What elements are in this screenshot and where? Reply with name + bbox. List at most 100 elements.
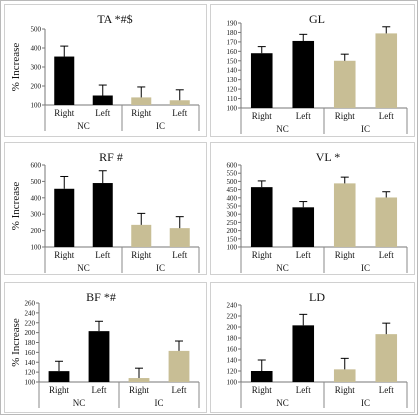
y-tick-label: 300 [31, 64, 42, 72]
x-category-label: Right [49, 385, 70, 395]
y-tick-label: 120 [25, 369, 36, 377]
bar [292, 207, 315, 247]
y-tick-label: 180 [227, 29, 238, 37]
group-label: IC [156, 263, 165, 273]
y-tick-label: 140 [25, 359, 36, 367]
x-category-label: Left [95, 250, 110, 260]
chart-rf: RF # % Increase 100 200 300 400 500 600 Right Lef… [10, 150, 200, 273]
bar [169, 228, 190, 247]
y-tick-label: 100 [31, 244, 42, 252]
bar [375, 33, 398, 109]
y-tick-label: 160 [227, 48, 238, 56]
x-category-label: Left [95, 108, 110, 118]
x-category-label: Left [172, 108, 187, 118]
bar [131, 224, 152, 247]
x-category-label: Right [252, 111, 273, 121]
y-tick-label: 200 [25, 329, 36, 337]
x-category-label: Right [335, 385, 356, 395]
group-label: IC [155, 398, 164, 408]
bar [375, 334, 398, 382]
x-category-label: Left [379, 250, 394, 260]
bar [250, 187, 273, 247]
bar [333, 369, 356, 382]
bar [250, 371, 273, 382]
y-tick-label: 600 [31, 162, 42, 170]
x-category-label: Left [172, 385, 187, 395]
chart-title: BF *# [86, 290, 116, 304]
y-tick-label: 100 [227, 244, 238, 252]
y-tick-label: 550 [227, 170, 238, 178]
bar [375, 197, 398, 247]
bar [54, 56, 75, 105]
bar [292, 325, 315, 382]
x-category-label: Left [296, 111, 311, 121]
y-tick-label: 400 [31, 45, 42, 53]
y-tick-label: 130 [227, 76, 238, 84]
y-tick-label: 300 [31, 211, 42, 219]
chart-bf: BF *# % Increase 100 120 140 160 180 200 220 2402… [10, 290, 200, 408]
y-tick-label: 500 [31, 178, 42, 186]
bar [88, 331, 110, 382]
y-tick-label: 240 [227, 302, 238, 310]
y-tick-label: 400 [31, 194, 42, 202]
y-tick-label: 400 [227, 194, 238, 202]
x-category-label: Left [92, 385, 107, 395]
bar [292, 40, 315, 108]
x-category-label: Left [172, 250, 187, 260]
y-tick-label: 200 [31, 227, 42, 235]
group-label: NC [276, 124, 289, 134]
y-tick-label: 200 [31, 83, 42, 91]
x-category-label: Right [252, 250, 273, 260]
y-tick-label: 500 [227, 178, 238, 186]
bar [54, 188, 75, 247]
y-tick-label: 250 [227, 219, 238, 227]
chart-panel-vl: VL * 100 150 200 250 300 350 400 450 500 550 600 Rig… [210, 142, 415, 275]
chart-title: LD [309, 290, 325, 304]
group-label: NC [276, 398, 289, 408]
chart-title: TA *#$ [97, 12, 132, 26]
y-tick-label: 120 [227, 368, 238, 376]
y-tick-label: 160 [227, 346, 238, 354]
y-tick-label: 100 [25, 379, 36, 387]
y-tick-label: 600 [227, 162, 238, 170]
y-axis-label: % Increase [10, 182, 22, 231]
chart-panel-gl: GL 100 110 120 130 140 150 160 170 180 190 Right Lef… [210, 4, 415, 137]
bar [168, 350, 190, 382]
bar [250, 53, 273, 108]
y-tick-label: 260 [25, 300, 36, 308]
y-tick-label: 140 [227, 357, 238, 365]
y-tick-label: 100 [227, 105, 238, 113]
y-tick-label: 160 [25, 349, 36, 357]
y-tick-label: 110 [227, 95, 238, 103]
x-category-label: Left [296, 250, 311, 260]
y-axis-label: % Increase [10, 318, 22, 367]
y-tick-label: 220 [227, 313, 238, 321]
chart-ld: LD 100 120 140 160 180 200 220 240 Right Left Right… [227, 290, 408, 408]
chart-title: RF # [99, 150, 123, 164]
y-tick-label: 350 [227, 203, 238, 211]
x-category-label: Left [379, 385, 394, 395]
x-category-label: Left [296, 385, 311, 395]
x-category-label: Right [54, 250, 75, 260]
chart-panel-ld: LD 100 120 140 160 180 200 220 240 Right Left Right… [210, 282, 415, 413]
x-category-label: Right [129, 385, 150, 395]
y-tick-label: 240 [25, 309, 36, 317]
x-category-label: Right [335, 111, 356, 121]
x-category-label: Right [131, 250, 152, 260]
bar [92, 95, 113, 105]
chart-panel-ta: TA *#$ % Increase 100 200 300 400 500 Right Left… [4, 4, 207, 137]
y-tick-label: 500 [31, 26, 42, 34]
group-label: NC [77, 263, 90, 273]
group-label: NC [73, 398, 86, 408]
y-tick-label: 300 [227, 211, 238, 219]
y-tick-label: 200 [227, 324, 238, 332]
y-tick-label: 170 [227, 38, 238, 46]
y-tick-label: 180 [227, 335, 238, 343]
y-tick-label: 150 [227, 235, 238, 243]
bar [333, 183, 356, 247]
x-category-label: Right [252, 385, 273, 395]
y-tick-label: 150 [227, 57, 238, 65]
group-label: NC [276, 263, 289, 273]
